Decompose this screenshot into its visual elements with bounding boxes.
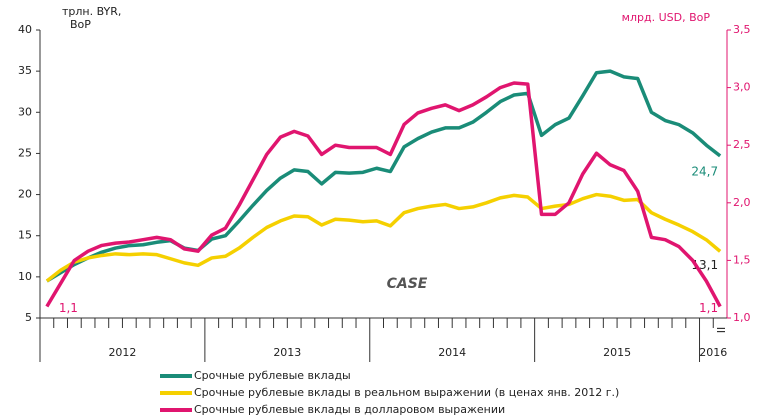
x-tick-label: 2014 [438, 346, 466, 359]
legend-label: Срочные рублевые вклады в реальном выраж… [194, 386, 619, 399]
y2-tick-label: 2,0 [733, 196, 751, 209]
y2-tick-label: 2,5 [733, 138, 751, 151]
legend-label: Срочные рублевые вклады в долларовом выр… [194, 403, 505, 416]
series-line [45, 192, 722, 283]
data-label: 1,1 [59, 301, 78, 315]
y-tick-label: 40 [18, 23, 32, 36]
y-tick-label: 30 [18, 105, 32, 118]
y-tick-label: 10 [18, 270, 32, 283]
y2-tick-label: 3,5 [733, 23, 751, 36]
series-line [45, 69, 722, 283]
series-line [45, 81, 722, 308]
data-label: 1,1 [699, 301, 718, 315]
y-tick-label: 20 [18, 188, 32, 201]
y-tick-label: 35 [18, 64, 32, 77]
logo: CASE [387, 276, 428, 292]
right-axis-label: млрд. USD, ВоР [622, 11, 711, 24]
y2-tick-label: 1,0 [733, 311, 751, 324]
x-tick-label: 2015 [603, 346, 631, 359]
x-tick-label: 2012 [108, 346, 136, 359]
x-tick-label: 2016 [699, 346, 727, 359]
y2-tick-label: 3,0 [733, 81, 751, 94]
left-axis-label: трлн. BYR, ВоР [62, 5, 121, 31]
y-tick-label: 15 [18, 229, 32, 242]
y-tick-label: 5 [25, 311, 32, 324]
y-tick-label: 25 [18, 146, 32, 159]
legend-label: Срочные рублевые вклады [194, 369, 351, 382]
x-tick-label: 2013 [273, 346, 301, 359]
x-tick-label: II [714, 327, 727, 334]
data-label: 24,7 [691, 164, 718, 178]
y2-tick-label: 1,5 [733, 253, 751, 266]
